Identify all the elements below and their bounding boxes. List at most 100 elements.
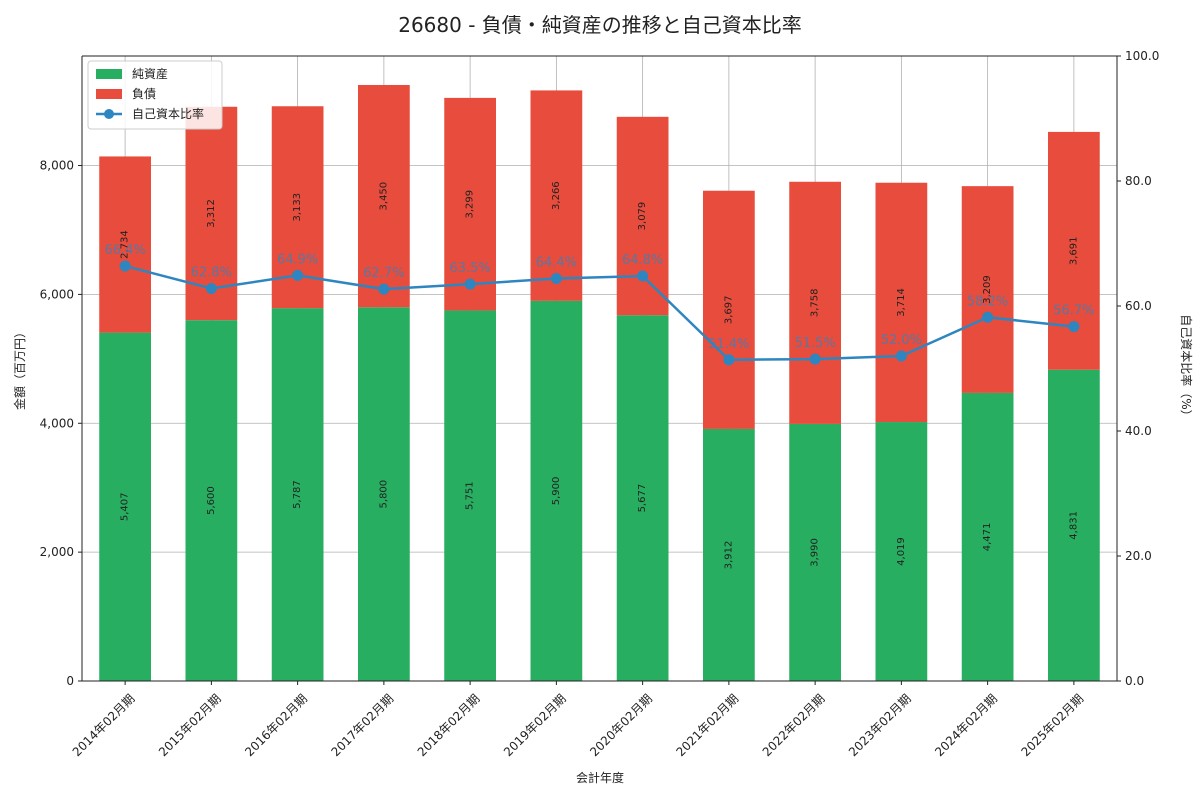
x-tick-label: 2018年02月期 xyxy=(415,691,483,759)
bar-value-label: 2,734 xyxy=(120,230,131,259)
ratio-value-label: 52.0% xyxy=(881,333,922,348)
ratio-point xyxy=(464,278,476,290)
bar-net-assets xyxy=(1048,369,1100,681)
ratio-value-label: 63.5% xyxy=(449,261,490,276)
bar-liabilities xyxy=(358,84,410,308)
x-tick-label: 2019年02月期 xyxy=(501,691,569,759)
bar-value-label: 3,079 xyxy=(637,202,648,231)
bar-liabilities xyxy=(703,190,755,429)
bar-value-label: 4,019 xyxy=(896,537,907,566)
bars-group xyxy=(99,84,1100,681)
bar-value-label: 3,758 xyxy=(810,289,821,318)
ratio-value-label: 58.2% xyxy=(967,294,1008,309)
ratio-value-label: 62.7% xyxy=(363,266,404,281)
ratio-value-label: 51.5% xyxy=(794,336,835,351)
bar-net-assets xyxy=(271,308,324,681)
ratio-value-label: 51.4% xyxy=(708,337,749,352)
bar-liabilities xyxy=(530,90,583,301)
ratio-point xyxy=(205,283,217,294)
legend-marker xyxy=(104,109,114,119)
bar-liabilities xyxy=(99,156,151,333)
bar-net-assets xyxy=(185,320,238,681)
bar-net-assets xyxy=(616,315,669,681)
bar-net-assets xyxy=(444,310,496,681)
y2-axis-label: 自己資本比率（%） xyxy=(1179,314,1194,421)
bar-value-label: 3,912 xyxy=(723,541,734,570)
bar-value-label: 5,787 xyxy=(292,480,303,509)
y2-tick-label: 40.0 xyxy=(1125,424,1152,438)
bar-liabilities xyxy=(616,116,669,316)
y2-tick-label: 100.0 xyxy=(1125,49,1159,63)
legend-swatch xyxy=(96,69,122,79)
ratio-value-label: 56.7% xyxy=(1053,304,1094,319)
x-tick-label: 2014年02月期 xyxy=(70,691,138,759)
bar-labels-group: 5,407 5,600 5,787 5,800 5,751 5,900 5,677 3,912… xyxy=(120,181,1080,569)
bar-net-assets xyxy=(875,422,928,681)
legend-swatch xyxy=(96,89,122,99)
bar-liabilities xyxy=(444,97,496,311)
bar-value-label: 3,990 xyxy=(810,538,821,567)
x-tick-label: 2025年02月期 xyxy=(1018,691,1086,759)
ratio-value-label: 64.9% xyxy=(277,252,318,267)
ratio-line xyxy=(124,264,1075,362)
y2-tick-label: 80.0 xyxy=(1125,174,1152,188)
ratio-value-label: 64.8% xyxy=(622,253,663,268)
bar-liabilities xyxy=(789,181,841,424)
ratio-point xyxy=(1068,321,1080,333)
bar-net-assets xyxy=(530,300,583,681)
bar-value-label: 3,697 xyxy=(723,296,734,325)
bar-net-assets xyxy=(961,392,1014,681)
bar-net-assets xyxy=(358,307,410,681)
y-tick-label: 6,000 xyxy=(40,287,74,301)
bar-value-label: 3,714 xyxy=(896,288,907,317)
legend-label: 自己資本比率 xyxy=(132,106,204,121)
y-axis-label: 金額（百万円） xyxy=(12,326,27,410)
x-tick-label: 2023年02月期 xyxy=(846,691,914,759)
ratio-value-label: 64.4% xyxy=(536,256,577,271)
bar-value-label: 5,800 xyxy=(378,480,389,509)
bar-value-label: 3,209 xyxy=(982,275,993,304)
bar-net-assets xyxy=(99,332,151,681)
ratio-line-group: 66.4% 62.8% 64.9% 62.7% 63.5% 64.4% 64.8% 51.4%… xyxy=(104,243,1095,366)
bar-value-label: 3,133 xyxy=(292,193,303,222)
bar-value-label: 3,266 xyxy=(551,181,562,210)
bar-value-label: 3,450 xyxy=(378,182,389,211)
y2-tick-label: 60.0 xyxy=(1125,299,1152,313)
x-tick-label: 2020年02月期 xyxy=(587,691,655,759)
ratio-point xyxy=(982,311,994,323)
bar-value-label: 3,691 xyxy=(1068,236,1079,265)
bar-value-label: 3,299 xyxy=(465,190,476,219)
bar-value-label: 5,900 xyxy=(551,477,562,506)
bar-value-label: 4,831 xyxy=(1068,511,1079,540)
x-tick-label: 2015年02月期 xyxy=(156,691,224,759)
ratio-point xyxy=(550,273,562,284)
ratio-point xyxy=(378,283,390,295)
bar-value-label: 3,312 xyxy=(206,199,217,228)
ratio-point xyxy=(809,353,821,365)
bar-liabilities xyxy=(961,186,1014,393)
chart-title: 26680 - 負債・純資産の推移と自己資本比率 xyxy=(398,13,802,37)
y2-tick-label: 0.0 xyxy=(1125,674,1144,688)
ratio-point xyxy=(895,350,907,362)
x-tick-label: 2021年02月期 xyxy=(673,691,741,759)
y2-tick-label: 20.0 xyxy=(1125,549,1152,563)
bar-value-label: 4,471 xyxy=(982,523,993,552)
bar-value-label: 5,407 xyxy=(120,492,131,521)
x-tick-label: 2017年02月期 xyxy=(328,691,396,759)
bar-liabilities xyxy=(875,182,928,423)
bar-value-label: 5,677 xyxy=(637,484,648,513)
ratio-point xyxy=(723,354,735,366)
x-tick-label: 2024年02月期 xyxy=(932,691,1000,759)
bar-value-label: 5,751 xyxy=(465,481,476,510)
ratio-point xyxy=(637,270,649,282)
y-tick-label: 4,000 xyxy=(40,416,74,430)
legend-label: 負債 xyxy=(132,86,156,101)
y-tick-label: 0 xyxy=(66,674,74,688)
ratio-value-label: 66.4% xyxy=(104,243,145,258)
x-tick-label: 2016年02月期 xyxy=(242,691,310,759)
ratio-point xyxy=(119,260,131,272)
y-tick-label: 8,000 xyxy=(40,159,74,173)
